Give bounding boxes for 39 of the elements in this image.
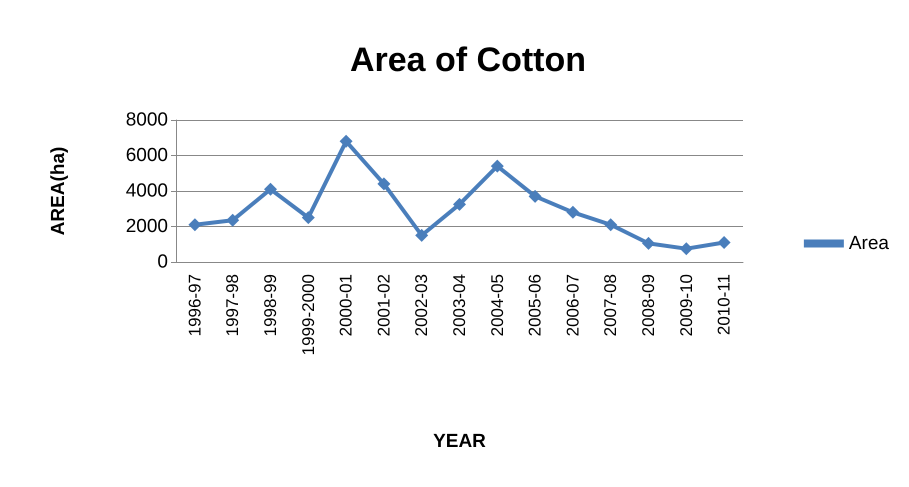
legend-label: Area <box>848 233 890 254</box>
x-tick-label: 1999-2000 <box>298 274 318 356</box>
x-tick-label: 2007-08 <box>601 274 620 336</box>
x-tick-label: 2008-09 <box>639 274 658 336</box>
chart-title: Area of Cotton <box>350 41 586 79</box>
x-tick-label: 2002-03 <box>412 274 432 336</box>
point <box>302 211 315 224</box>
x-tick-label: 2003-04 <box>450 274 469 336</box>
y-tick-label: 4000 <box>126 180 168 202</box>
x-tick-label: 1996-97 <box>185 274 204 336</box>
y-tick-label: 0 <box>157 252 168 272</box>
point <box>566 206 580 219</box>
x-tick-label: 2005-06 <box>526 274 545 336</box>
x-axis-title: YEAR <box>433 431 486 452</box>
point <box>718 236 731 249</box>
point <box>604 218 618 232</box>
point <box>528 190 542 203</box>
point <box>415 228 428 242</box>
x-tick-label: 2006-07 <box>563 274 582 336</box>
x-tick-label: 2010-11 <box>714 274 734 336</box>
point <box>264 182 277 196</box>
point <box>453 198 466 211</box>
x-tick-label: 1997-98 <box>223 274 242 336</box>
y-tick-label: 6000 <box>126 145 168 166</box>
point <box>680 242 693 256</box>
x-tick-label: 2000-01 <box>336 274 356 336</box>
point <box>188 218 202 232</box>
y-axis-title: AREA(ha) <box>48 146 69 236</box>
point <box>490 160 504 173</box>
x-tick-label: 2001-02 <box>374 274 394 336</box>
y-tick-label: 2000 <box>126 216 168 237</box>
x-tick-label: 1998-99 <box>261 274 280 336</box>
x-tick-label: 2004-05 <box>488 274 507 336</box>
point <box>642 236 655 250</box>
point <box>377 177 390 190</box>
point <box>340 134 353 148</box>
y-tick-label: 8000 <box>126 110 168 130</box>
point <box>226 214 240 227</box>
x-tick-label: 2009-10 <box>676 274 696 336</box>
